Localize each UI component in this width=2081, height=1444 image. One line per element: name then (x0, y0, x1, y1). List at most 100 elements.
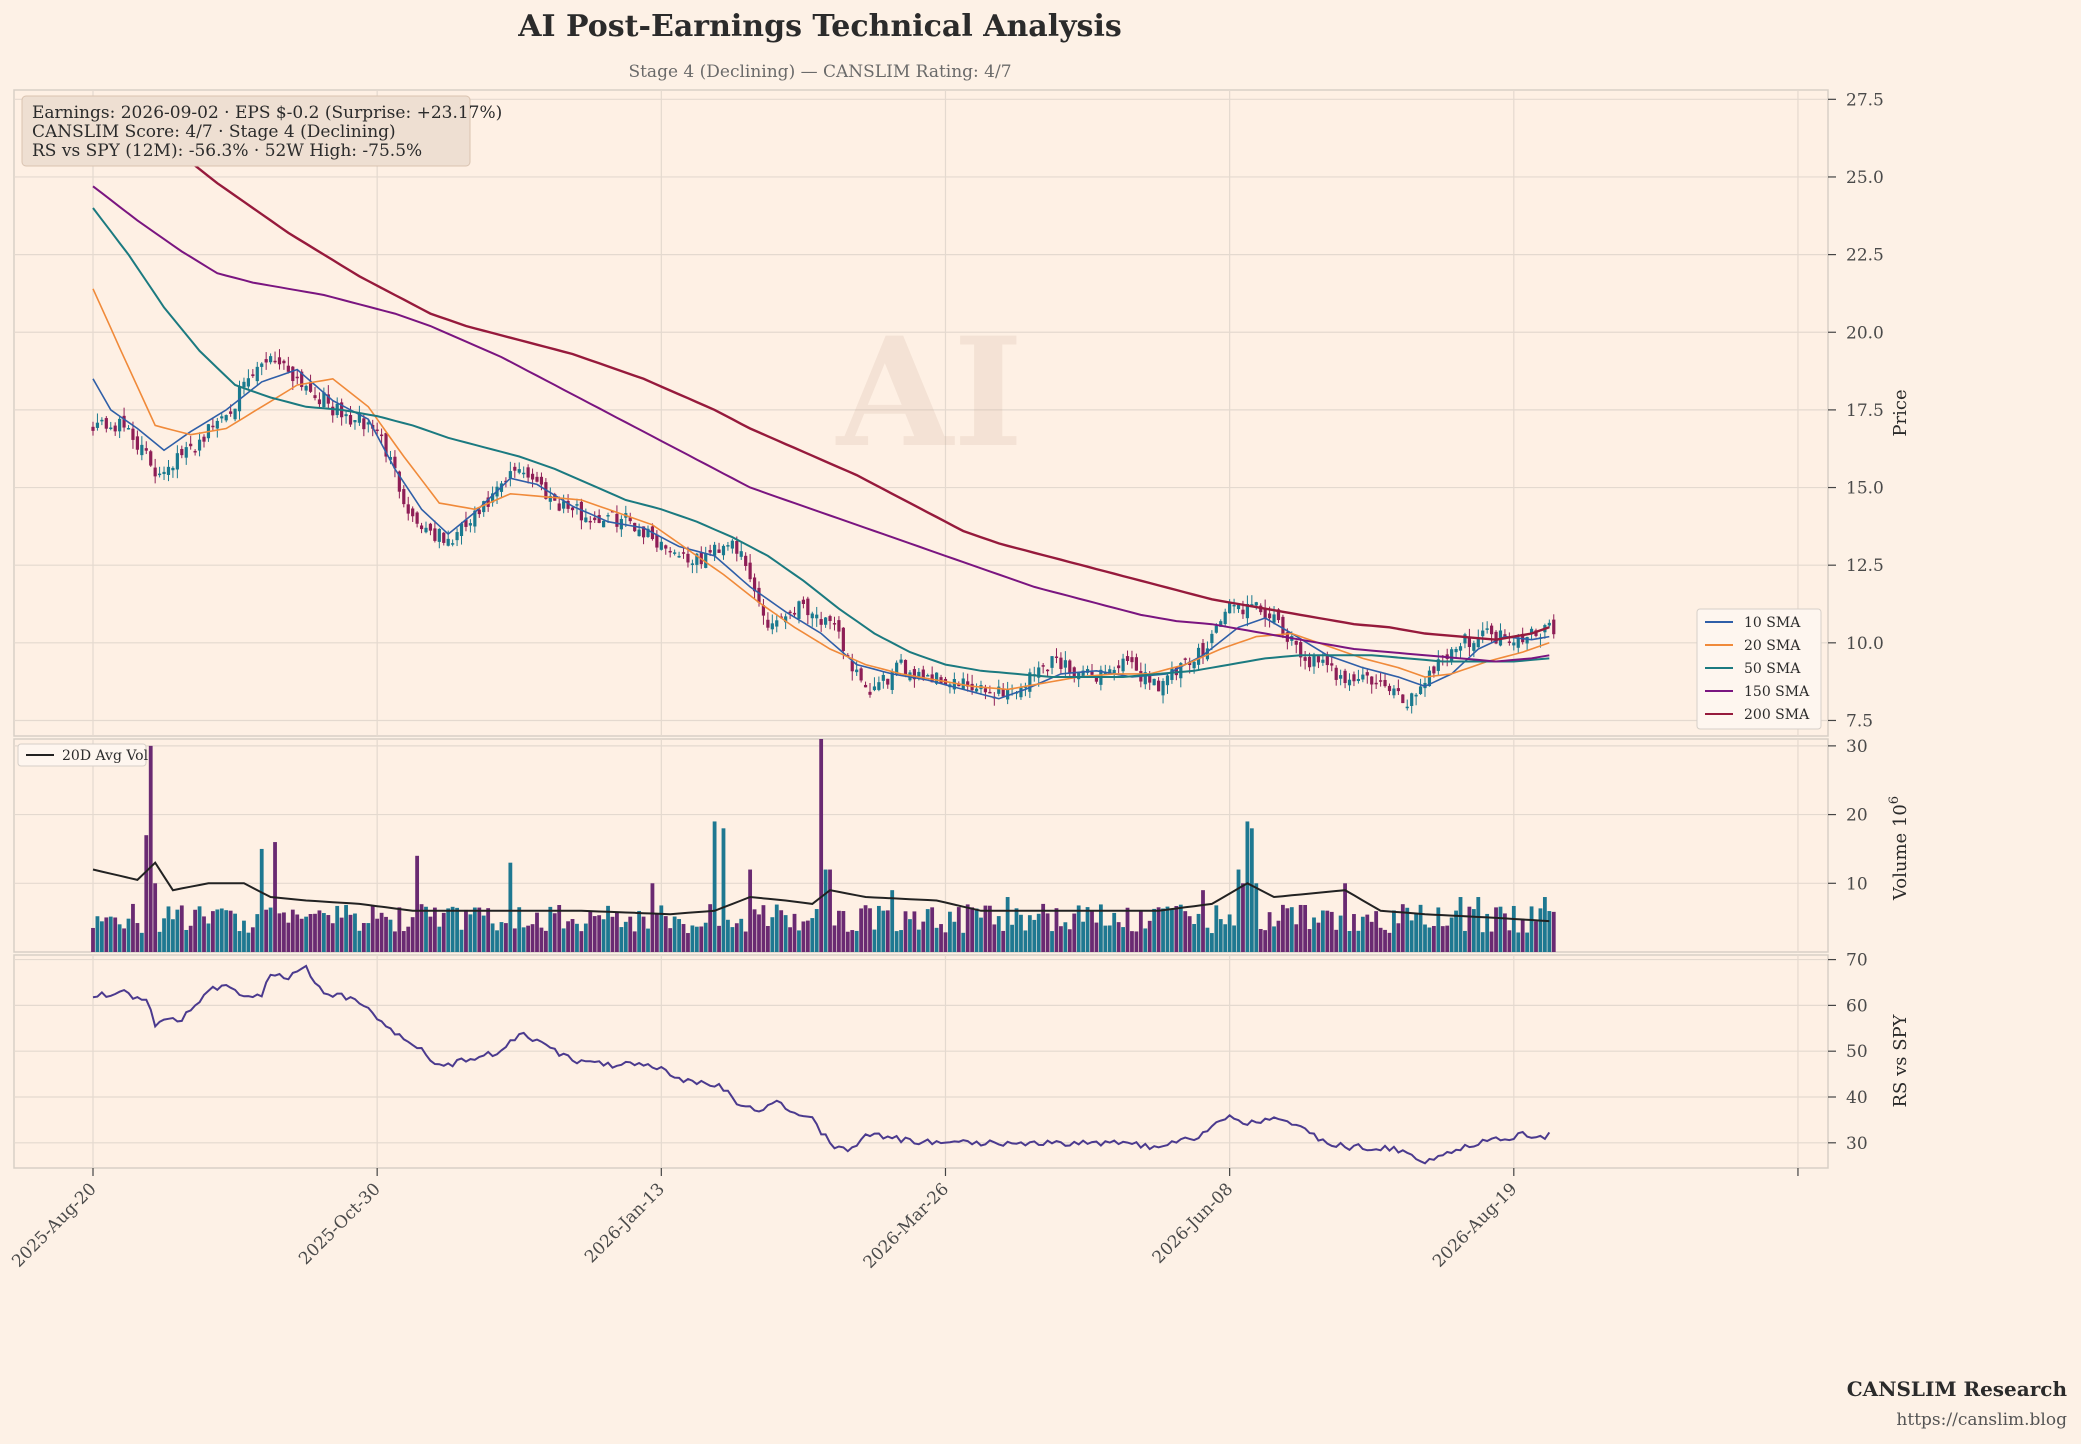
volume-bar (845, 931, 850, 952)
volume-bar (1285, 908, 1290, 952)
volume-bar (1165, 906, 1170, 952)
candle-body (610, 510, 615, 513)
candle-body (113, 425, 117, 432)
volume-bar (179, 905, 184, 952)
volume-bar (215, 909, 220, 952)
candle-body (1525, 637, 1529, 644)
volume-bar (1485, 913, 1490, 952)
volume-bar (872, 929, 877, 952)
volume-bar (1036, 913, 1041, 952)
candle-body (153, 467, 157, 477)
volume-bar (641, 916, 646, 952)
candle-body (1130, 657, 1134, 663)
volume-bar (566, 921, 570, 952)
volume-bar (1041, 903, 1046, 952)
volume-bar (464, 909, 468, 952)
candle-body (770, 623, 774, 630)
volume-bar (1547, 911, 1552, 952)
volume-bar (1307, 929, 1312, 952)
rs-y-tick-label: 30 (1846, 1134, 1868, 1154)
volume-bar (1534, 921, 1538, 952)
rs-panel (13, 954, 1829, 1169)
volume-bar (1263, 930, 1268, 952)
volume-bar (1116, 922, 1121, 952)
volume-bar (1187, 916, 1192, 952)
volume-bar (765, 926, 770, 952)
volume-bar (619, 927, 624, 952)
candle-body (437, 528, 441, 542)
candle-body (557, 503, 561, 511)
volume-bar (99, 921, 104, 952)
candle-body (961, 678, 965, 690)
candle-body (357, 413, 361, 423)
volume-bar (646, 928, 650, 952)
volume-bar (930, 907, 935, 952)
candle-body (1436, 659, 1440, 671)
volume-bar (210, 911, 215, 952)
candle-body (899, 659, 903, 663)
candle-body (428, 523, 433, 531)
volume-bar (1276, 920, 1281, 952)
sma-line-200 (92, 98, 1550, 641)
candle-body (224, 415, 228, 421)
info-line-earnings: Earnings: 2026-09-02 · EPS $-0.2 (Surpri… (32, 103, 502, 123)
candle-body (673, 552, 677, 554)
candle-body (384, 433, 388, 457)
volume-bar (512, 928, 517, 952)
volume-bar (952, 921, 957, 952)
candle-body (242, 381, 246, 388)
volume-bar (1249, 828, 1254, 952)
volume-bar (1365, 914, 1370, 952)
volume-bar (677, 919, 681, 952)
candle-body (442, 532, 446, 543)
candle-body (895, 662, 899, 675)
volume-bar (1014, 908, 1019, 952)
candle-body (1192, 661, 1196, 669)
volume-bar (388, 919, 393, 952)
volume-bar (486, 908, 491, 952)
candle-body (1068, 660, 1072, 673)
volume-bar (202, 916, 206, 952)
volume-bar (708, 904, 713, 952)
candle-body (797, 601, 801, 619)
price-y-tick-label: 10.0 (1846, 634, 1884, 654)
volume-bar (1103, 925, 1108, 952)
volume-bar (1054, 908, 1059, 952)
volume-bar (1374, 911, 1379, 952)
candle-body (118, 418, 122, 432)
volume-bar (144, 835, 149, 952)
volume-bar (526, 925, 531, 952)
volume-bar (921, 921, 926, 952)
volume-bar (1001, 930, 1006, 952)
volume-bar (863, 905, 868, 952)
candle-body (1303, 657, 1307, 661)
volume-bar (570, 919, 575, 952)
volume-bar (939, 924, 943, 952)
candle-body (677, 555, 681, 558)
candle-body (1161, 681, 1165, 696)
volume-bar (1072, 913, 1077, 952)
candle-body (1054, 656, 1059, 659)
volume-bar (1134, 931, 1139, 952)
volume-bar (681, 924, 686, 952)
volume-bar (1032, 919, 1037, 952)
volume-bar (348, 914, 353, 952)
candle-body (837, 620, 841, 632)
candle-body (95, 422, 100, 428)
volume-bar (530, 924, 535, 952)
price-marks (91, 98, 1556, 714)
volume-bar (837, 910, 841, 952)
price-axis-label: Price (1890, 389, 1911, 436)
candle-body (974, 688, 979, 692)
price-legend-label: 20 SMA (1744, 638, 1801, 654)
candle-body (1312, 654, 1316, 667)
candle-body (104, 418, 108, 429)
candle-body (1019, 687, 1023, 698)
volume-bar (1409, 920, 1414, 952)
candle-body (1454, 648, 1458, 653)
candle-body (459, 523, 464, 537)
price-legend-label: 150 SMA (1744, 684, 1810, 700)
candle-body (886, 678, 890, 685)
volume-bar (1174, 906, 1179, 952)
candle-body (1463, 634, 1467, 644)
